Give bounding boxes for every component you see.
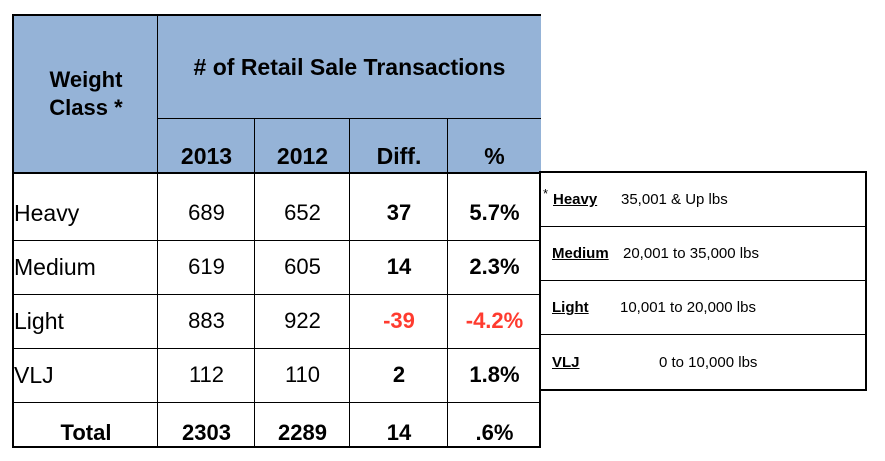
grid-line xyxy=(14,402,541,403)
cell-2013: 883 xyxy=(188,308,225,333)
grid-line xyxy=(14,294,541,295)
weight-class-legend: * Heavy 35,001 & Up lbs Medium 20,001 to… xyxy=(539,171,867,391)
cell-2012: 922 xyxy=(284,308,321,333)
total-diff: 14 xyxy=(386,420,412,445)
grid-line xyxy=(14,240,541,241)
legend-key: VLJ xyxy=(552,353,580,371)
total-2013: 2303 xyxy=(182,420,231,445)
cell-diff: 37 xyxy=(386,200,412,225)
grid-line xyxy=(349,118,350,448)
cell-2013: 689 xyxy=(188,200,225,225)
cell-pct: 1.8% xyxy=(469,362,520,387)
table-title: # of Retail Sale Transactions xyxy=(158,16,541,118)
cell-2013: 619 xyxy=(188,254,225,279)
cell-pct: 2.3% xyxy=(469,254,520,279)
row-label: Medium xyxy=(14,253,96,280)
row-label: Heavy xyxy=(14,199,80,226)
cell-pct: 5.7% xyxy=(469,200,520,225)
cell-2012: 110 xyxy=(284,362,321,387)
cell-pct: -4.2% xyxy=(465,308,524,333)
row-label: Light xyxy=(14,307,64,334)
cell-2012: 605 xyxy=(284,254,321,279)
total-label: Total xyxy=(60,420,112,445)
grid-line xyxy=(157,16,158,448)
grid-line xyxy=(254,118,255,448)
legend-key: Heavy xyxy=(553,191,598,208)
legend-asterisk: * xyxy=(543,186,549,201)
row-label: VLJ xyxy=(14,361,54,388)
cell-diff: 2 xyxy=(392,362,406,387)
legend-range: 35,001 & Up lbs xyxy=(621,191,728,208)
grid-line xyxy=(14,172,541,174)
col-header-pct: % xyxy=(448,118,541,172)
weight-class-header: Weight Class * xyxy=(14,16,158,172)
cell-2012: 652 xyxy=(284,200,321,225)
cell-diff: -39 xyxy=(383,308,415,333)
total-2012: 2289 xyxy=(278,420,327,445)
legend-range: 0 to 10,000 lbs xyxy=(659,353,758,371)
legend-row: Light 10,001 to 20,000 lbs xyxy=(541,281,865,335)
legend-key: Medium xyxy=(552,245,609,262)
col-header-2013: 2013 xyxy=(158,118,255,172)
legend-range: 20,001 to 35,000 lbs xyxy=(623,245,759,262)
grid-line xyxy=(158,118,541,119)
legend-range: 10,001 to 20,000 lbs xyxy=(620,299,756,316)
total-pct: .6% xyxy=(475,420,514,445)
legend-row: * Heavy 35,001 & Up lbs xyxy=(541,173,865,227)
cell-2013: 112 xyxy=(188,362,225,387)
col-header-2012: 2012 xyxy=(255,118,350,172)
legend-row: VLJ 0 to 10,000 lbs xyxy=(541,335,865,389)
col-header-diff: Diff. xyxy=(350,118,448,172)
legend-row: Medium 20,001 to 35,000 lbs xyxy=(541,227,865,281)
retail-sales-table: Weight Class * # of Retail Sale Transact… xyxy=(12,14,541,448)
weight-class-header-text: Weight Class * xyxy=(49,67,123,120)
cell-diff: 14 xyxy=(386,254,412,279)
grid-line xyxy=(447,118,448,448)
legend-key: Light xyxy=(552,299,589,316)
grid-line xyxy=(14,348,541,349)
